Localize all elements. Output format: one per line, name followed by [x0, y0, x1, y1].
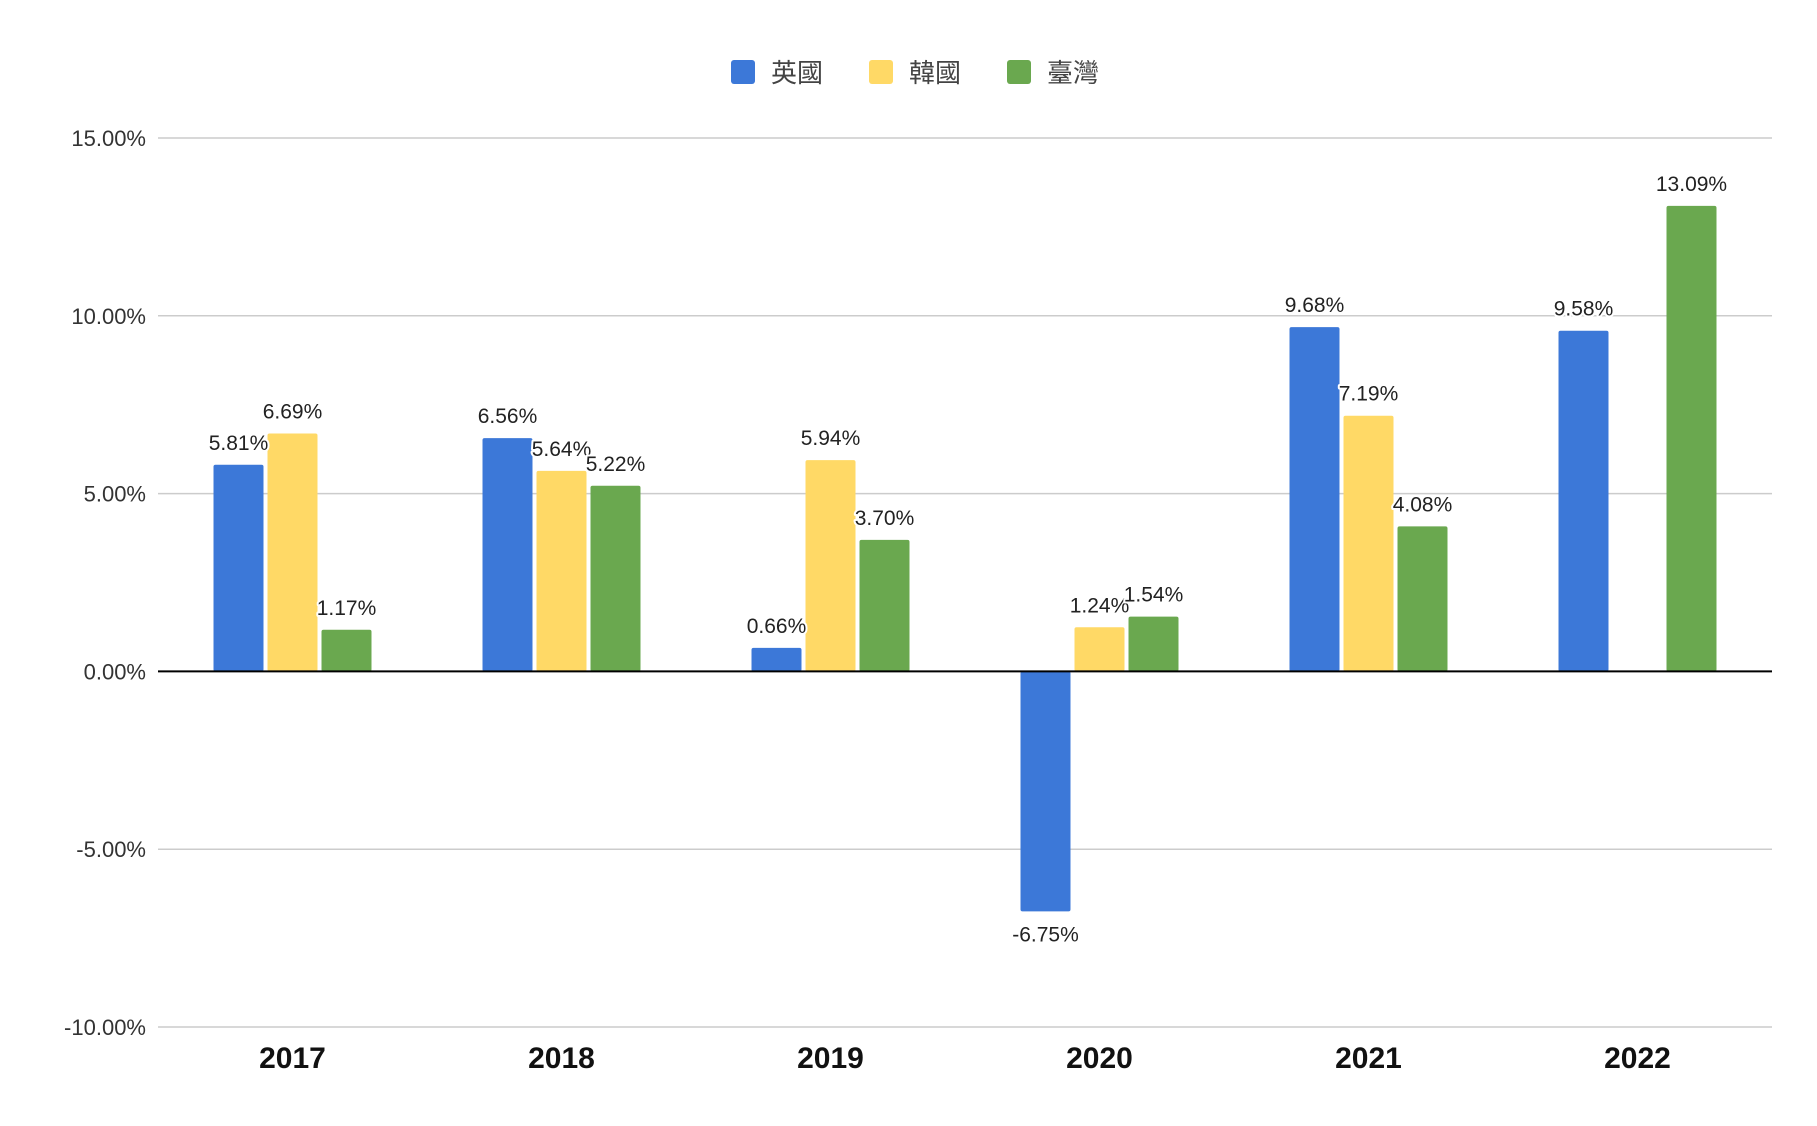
- data-label: 0.66%: [747, 615, 807, 638]
- bar: [590, 485, 641, 672]
- y-tick-label: 0.00%: [84, 659, 146, 684]
- data-labels: 5.81% 6.69% 1.17% 6.56% 5.64%5.22% 0.66% 5.94%…: [207, 171, 1729, 949]
- y-tick-label: 15.00%: [71, 126, 146, 151]
- data-label: 9.68%: [1285, 294, 1345, 317]
- data-label: 5.22%: [586, 453, 646, 476]
- data-label: 1.17%: [317, 597, 377, 620]
- data-label: 4.08%: [1393, 493, 1453, 516]
- legend-swatch: [869, 60, 893, 84]
- legend-label: 臺灣: [1047, 59, 1099, 89]
- data-label: 5.81%: [209, 432, 269, 455]
- bar: [213, 464, 264, 672]
- y-axis-tick-labels: 15.00% 10.00% 5.00% 0.00% -5.00% -10.00%: [64, 126, 146, 1040]
- data-label: 6.56%: [478, 405, 538, 428]
- data-label: 5.94%: [801, 427, 861, 450]
- legend-label: 英國: [771, 59, 823, 89]
- y-tick-label: 10.00%: [71, 304, 146, 329]
- bar: [1289, 327, 1340, 672]
- bar: [321, 629, 372, 672]
- bar: [1666, 205, 1717, 672]
- legend-swatch: [731, 60, 755, 84]
- gridlines: [158, 137, 1772, 1028]
- legend: 英國 韓國 臺灣: [731, 59, 1099, 89]
- y-tick-label: -10.00%: [64, 1015, 146, 1040]
- bar: [1343, 415, 1394, 672]
- bar: [1558, 330, 1609, 672]
- bar: [805, 460, 856, 672]
- bar: [1074, 627, 1125, 672]
- x-axis-category-labels: 2017 2018 2019 2020 2021 2022: [259, 1042, 1671, 1075]
- data-label: 9.58%: [1554, 298, 1614, 321]
- bar: [751, 647, 802, 672]
- x-tick-label: 2017: [259, 1042, 326, 1075]
- data-label: 6.69%: [263, 401, 323, 424]
- x-tick-label: 2019: [797, 1042, 864, 1075]
- bar: [1397, 526, 1448, 672]
- y-tick-label: 5.00%: [84, 482, 146, 507]
- legend-label: 韓國: [909, 59, 961, 89]
- data-label: 13.09%: [1656, 173, 1727, 196]
- y-tick-label: -5.00%: [76, 837, 146, 862]
- bar: [536, 470, 587, 672]
- bar: [1128, 616, 1179, 672]
- bar: [1020, 671, 1071, 912]
- x-tick-label: 2018: [528, 1042, 595, 1075]
- data-label: 5.64%: [532, 438, 592, 461]
- data-label: 3.70%: [855, 507, 915, 530]
- bar: [859, 539, 910, 672]
- data-label: 1.24%: [1070, 594, 1130, 617]
- bar: [267, 433, 318, 672]
- legend-swatch: [1007, 60, 1031, 84]
- data-label: -6.75%: [1012, 923, 1079, 946]
- bar: [482, 438, 533, 672]
- x-tick-label: 2021: [1335, 1042, 1402, 1075]
- x-tick-label: 2022: [1604, 1042, 1671, 1075]
- bars: [213, 205, 1717, 912]
- data-label: 1.54%: [1124, 584, 1184, 607]
- data-label: 7.19%: [1339, 383, 1399, 406]
- x-tick-label: 2020: [1066, 1042, 1133, 1075]
